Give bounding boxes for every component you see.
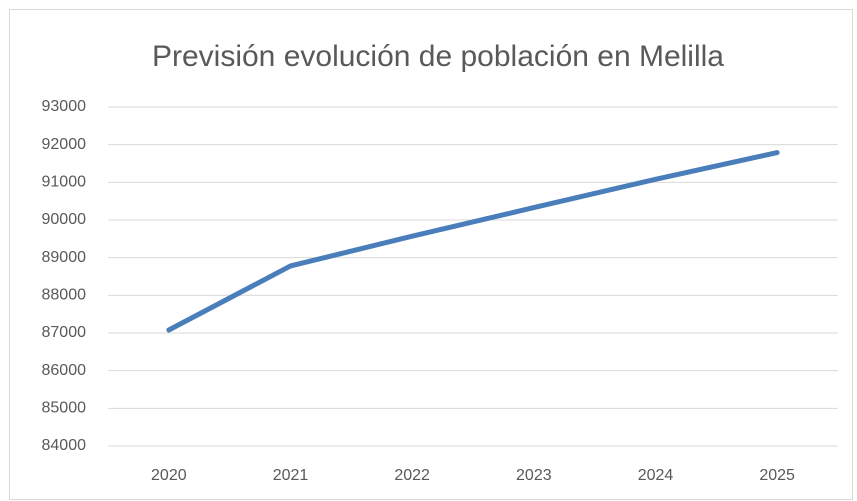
x-tick-label: 2021	[273, 467, 309, 484]
y-tick-label: 86000	[42, 362, 87, 379]
y-tick-label: 89000	[42, 249, 87, 266]
x-tick-label: 2025	[759, 467, 795, 484]
y-tick-label: 84000	[42, 437, 87, 454]
x-tick-label: 2023	[516, 467, 552, 484]
chart-frame	[9, 9, 853, 500]
y-tick-label: 92000	[42, 136, 87, 153]
y-tick-label: 91000	[42, 174, 87, 191]
x-tick-label: 2022	[394, 467, 430, 484]
chart-title: Previsión evolución de población en Meli…	[152, 40, 724, 73]
y-tick-label: 93000	[42, 98, 87, 115]
data-line	[166, 150, 780, 333]
x-tick-label: 2020	[151, 467, 187, 484]
y-tick-label: 85000	[42, 400, 87, 417]
x-tick-label: 2024	[638, 467, 674, 484]
y-tick-label: 88000	[42, 287, 87, 304]
y-tick-label: 90000	[42, 211, 87, 228]
y-tick-label: 87000	[42, 324, 87, 341]
